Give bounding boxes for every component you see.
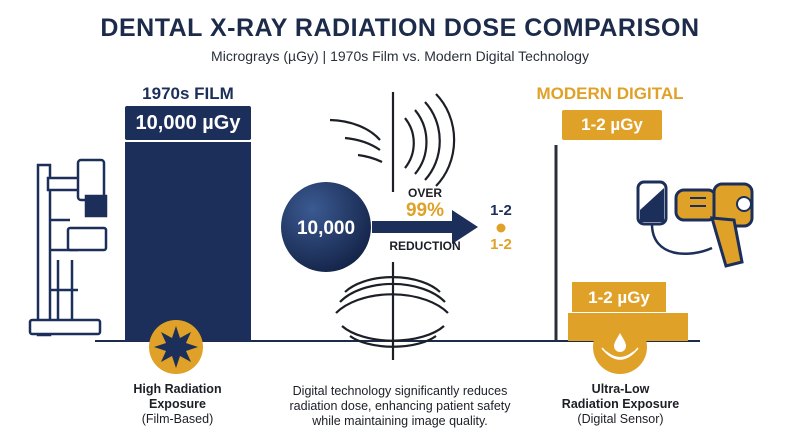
page-subtitle: Micrograys (µGy) | 1970s Film vs. Modern…: [211, 48, 589, 64]
small-value-bottom: 1-2: [490, 236, 512, 253]
radiation-waves-bottom-icon: [335, 262, 449, 360]
small-dot: [496, 223, 506, 233]
bar-1970s-film: [125, 142, 251, 341]
digital-sensor-icon: [636, 180, 713, 255]
center-caption-line-1: Digital technology significantly reduces: [292, 384, 508, 398]
film-caption-bold-2: Exposure: [149, 397, 206, 411]
xray-machine-icon: [28, 158, 108, 337]
small-value-top: 1-2: [490, 202, 512, 219]
xray-scanner-icon: [674, 182, 754, 268]
film-caption: High Radiation Exposure (Film-Based): [110, 382, 245, 427]
digital-caption-sub: (Digital Sensor): [577, 412, 664, 426]
digital-caption-bold-2: Radiation Exposure: [561, 397, 680, 411]
digital-heading: MODERN DIGITAL: [536, 84, 684, 103]
center-caption-line-3: while maintaining image quality.: [312, 414, 488, 428]
dose-ball: [281, 182, 371, 272]
digital-bar-label: 1-2 µGy: [588, 288, 650, 307]
digital-bar-label-box: [572, 282, 666, 312]
digital-dose-badge: 1-2 µGy: [562, 110, 662, 140]
over-label: OVER: [408, 186, 442, 200]
film-dose-badge: 10,000 µGy: [125, 106, 251, 140]
ball-value: 10,000: [297, 218, 355, 239]
burst-icon: [149, 320, 203, 374]
digital-caption-bold-1: Ultra-Low: [591, 382, 650, 396]
digital-caption: Ultra-Low Radiation Exposure (Digital Se…: [548, 382, 693, 427]
page-title: DENTAL X-RAY RADIATION DOSE COMPARISON: [100, 14, 700, 42]
film-heading: 1970s FILM: [142, 84, 234, 103]
film-caption-bold-1: High Radiation: [133, 382, 222, 396]
center-caption-line-2: radiation dose, enhancing patient safety: [289, 399, 511, 413]
reduction-arrow-icon: [372, 210, 478, 244]
drop-icon: [593, 320, 647, 374]
reduction-label: REDUCTION: [389, 239, 460, 253]
center-caption: Digital technology significantly reduces…: [250, 384, 550, 429]
film-caption-sub: (Film-Based): [141, 412, 214, 426]
percent-label: 99%: [406, 200, 444, 221]
radiation-waves-top-icon: [329, 92, 456, 192]
